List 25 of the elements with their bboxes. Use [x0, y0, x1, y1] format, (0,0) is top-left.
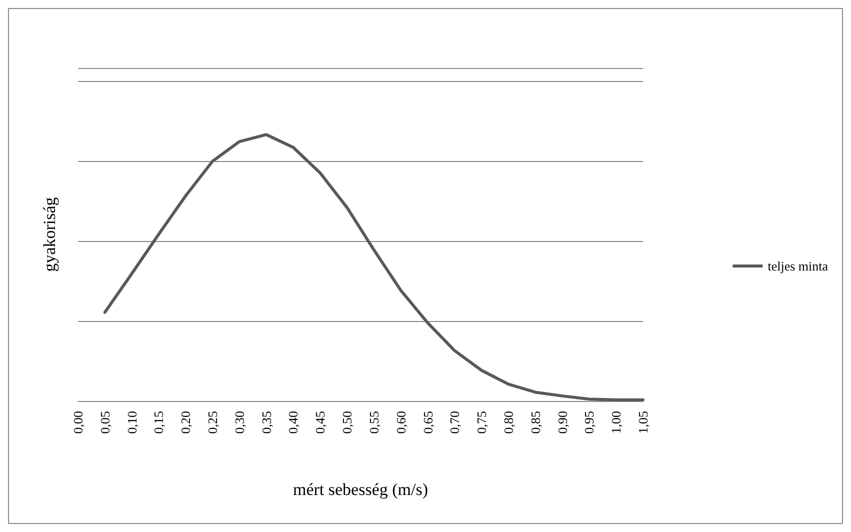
- x-tick-label: 0,30: [232, 411, 247, 434]
- x-tick-label: 0,15: [151, 411, 166, 434]
- x-tick-label: 0,50: [340, 411, 355, 434]
- x-tick-label: 0,05: [97, 411, 112, 434]
- x-tick-label: 0,95: [582, 411, 597, 434]
- x-tick-label: 0,60: [393, 411, 408, 434]
- x-tick-label: 0,55: [366, 411, 382, 434]
- x-tick-label: 0,70: [447, 411, 462, 434]
- x-tick-label: 1,00: [608, 411, 624, 434]
- legend-label: teljes minta: [768, 258, 828, 274]
- x-tick-label: 0,45: [312, 411, 328, 434]
- x-tick-label: 0,35: [258, 411, 274, 434]
- x-tick-label: 0,90: [554, 411, 570, 434]
- x-tick-label: 0,10: [124, 411, 140, 434]
- x-tick-label: 0,25: [205, 411, 220, 434]
- x-tick-label: 0,00: [70, 411, 86, 434]
- x-tick-label: 0,75: [474, 411, 490, 434]
- x-tick-label: 0,85: [528, 411, 543, 434]
- x-axis-title: mért sebesség (m/s): [292, 480, 428, 499]
- x-tick-label: 0,80: [500, 411, 516, 434]
- x-tick-label: 1,05: [636, 411, 650, 434]
- y-axis-title: gyakoriság: [40, 196, 59, 272]
- x-tick-label: 0,40: [286, 411, 301, 434]
- x-tick-label: 0,20: [178, 411, 194, 434]
- x-tick-label: 0,65: [420, 411, 436, 434]
